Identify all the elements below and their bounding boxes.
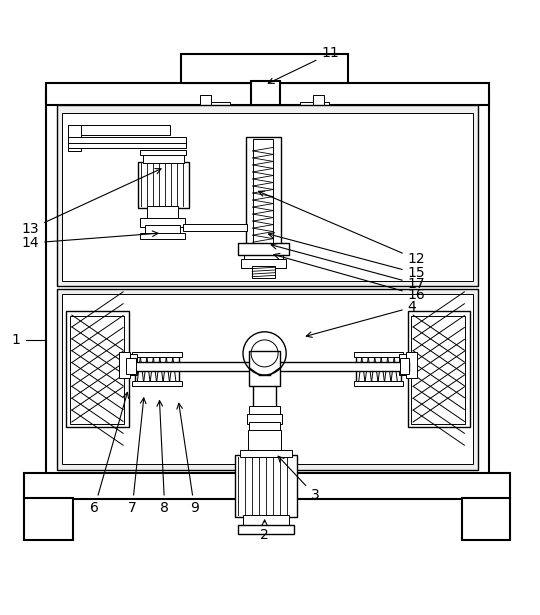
Bar (132, 352, 182, 357)
Bar (46, 84, 489, 105)
Bar (313, 95, 324, 116)
Bar (356, 354, 401, 384)
Bar (70, 315, 124, 424)
Bar (135, 354, 179, 384)
Bar (127, 362, 409, 371)
Bar (68, 125, 81, 151)
Bar (243, 515, 289, 526)
Text: 12: 12 (259, 191, 426, 266)
Bar (62, 113, 472, 280)
Bar (132, 381, 182, 386)
Bar (24, 474, 510, 499)
Bar (126, 359, 136, 375)
Bar (57, 288, 478, 469)
Bar (354, 381, 403, 386)
Bar (147, 206, 178, 220)
Bar (253, 139, 273, 244)
Bar (247, 414, 282, 424)
Text: 13: 13 (22, 169, 161, 236)
Bar (235, 455, 297, 517)
Text: 15: 15 (268, 232, 426, 280)
Bar (400, 359, 409, 375)
Bar (253, 383, 276, 407)
Bar (68, 137, 186, 146)
Bar (140, 150, 186, 155)
Bar (200, 95, 211, 116)
Bar (241, 260, 286, 268)
Text: 14: 14 (22, 231, 158, 250)
Bar (119, 352, 130, 378)
Bar (143, 154, 184, 163)
Bar (246, 451, 284, 458)
Text: 3: 3 (278, 456, 319, 502)
Text: 11: 11 (268, 47, 339, 84)
Bar (354, 352, 403, 357)
Bar (248, 430, 281, 451)
Bar (241, 244, 286, 253)
Text: 8: 8 (157, 400, 169, 515)
Text: 16: 16 (274, 253, 426, 302)
Bar (240, 450, 292, 456)
Text: 2: 2 (260, 520, 269, 542)
Text: 9: 9 (177, 403, 199, 515)
Text: 1: 1 (12, 333, 21, 347)
Bar (246, 137, 281, 245)
Bar (462, 498, 510, 540)
Bar (145, 226, 180, 234)
Bar (252, 266, 275, 278)
Bar (68, 125, 170, 135)
Text: 4: 4 (306, 300, 416, 338)
Bar (251, 81, 280, 105)
Bar (181, 54, 348, 84)
Bar (249, 406, 280, 416)
Bar (238, 244, 289, 255)
Bar (300, 102, 329, 116)
Text: 17: 17 (271, 244, 426, 291)
Bar (46, 92, 489, 475)
Bar (249, 422, 280, 432)
Bar (129, 354, 137, 375)
Bar (238, 525, 294, 534)
Bar (57, 105, 478, 286)
Bar (62, 294, 472, 464)
Bar (140, 233, 185, 239)
Bar (399, 354, 407, 375)
Bar (200, 102, 230, 116)
Bar (68, 143, 186, 148)
Bar (138, 162, 189, 208)
Bar (249, 351, 280, 386)
Bar (140, 218, 185, 226)
Bar (66, 311, 129, 427)
Bar (244, 252, 283, 260)
Bar (411, 315, 465, 424)
Text: 6: 6 (90, 392, 129, 515)
Bar (24, 498, 73, 540)
Bar (408, 311, 470, 427)
Bar (183, 224, 247, 231)
Text: 7: 7 (128, 398, 146, 515)
Bar (406, 352, 417, 378)
